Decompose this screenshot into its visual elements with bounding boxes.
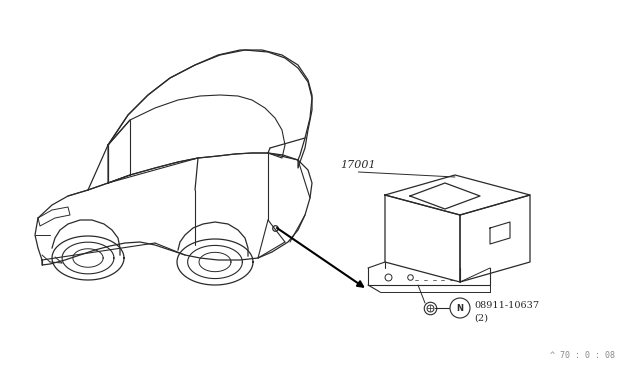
Text: ^ 70 : 0 : 08: ^ 70 : 0 : 08 bbox=[550, 351, 615, 360]
Text: 08911-10637: 08911-10637 bbox=[474, 301, 539, 311]
Text: N: N bbox=[456, 304, 463, 313]
Text: 17001: 17001 bbox=[340, 160, 376, 170]
Text: (2): (2) bbox=[474, 314, 488, 323]
